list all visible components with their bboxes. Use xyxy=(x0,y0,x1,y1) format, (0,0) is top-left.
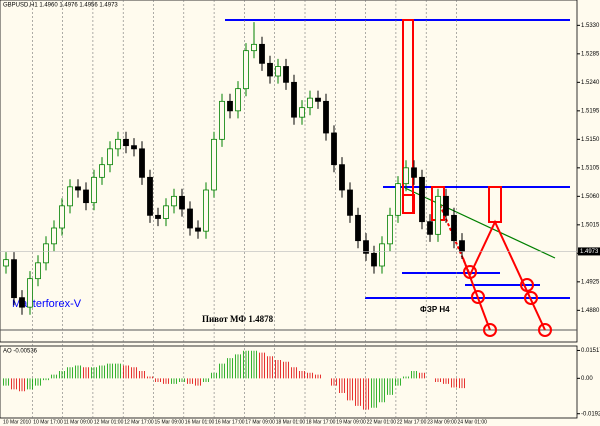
annotation: Пивот МФ 1.4878 xyxy=(202,314,274,324)
candle-body xyxy=(35,262,41,280)
candle-body xyxy=(387,214,393,245)
y-tick-label: 1.5150 xyxy=(581,137,600,143)
x-tick-label: 11 Mar 09:00 xyxy=(64,419,93,425)
y-tick-label: 1.5195 xyxy=(581,108,600,114)
candle-body xyxy=(171,195,177,207)
candle-body xyxy=(355,214,361,242)
x-tick-label: 15 Mar 09:00 xyxy=(155,419,185,425)
candle-body xyxy=(19,297,25,308)
y-tick-label: 1.5060 xyxy=(581,194,600,200)
candle-body xyxy=(347,189,353,216)
current-price-label: 1.4973 xyxy=(580,249,599,255)
candle-body xyxy=(323,100,329,134)
annotation: ФЗР H4 xyxy=(420,305,450,314)
candle-body xyxy=(227,100,233,112)
x-tick-label: 12 Mar 17:00 xyxy=(124,419,154,425)
y-tick-label: 1.5285 xyxy=(581,51,600,57)
candle-body xyxy=(251,43,257,52)
candle-body xyxy=(259,43,265,64)
candle-body xyxy=(187,208,193,229)
x-tick-label: 19 Mar 09:00 xyxy=(336,419,366,425)
candle-body xyxy=(299,107,305,118)
x-tick-label: 24 Mar 01:00 xyxy=(458,419,488,425)
x-tick-label: 16 Mar 01:00 xyxy=(185,419,215,425)
candle-body xyxy=(51,227,57,245)
candle-body xyxy=(427,221,433,235)
x-tick-label: 23 Mar 09:00 xyxy=(427,419,457,425)
candle-body xyxy=(331,132,337,166)
candle-body xyxy=(291,81,297,118)
candle-body xyxy=(139,148,145,178)
candle-body xyxy=(411,167,417,178)
candle-body xyxy=(99,164,105,178)
candle-body xyxy=(3,259,9,267)
chart-title: GBPUSD,H1 1.4960 1.4976 1.4956 1.4973 xyxy=(3,3,118,9)
candle-body xyxy=(123,138,129,147)
candle-body xyxy=(179,195,185,210)
candle-body xyxy=(307,97,313,109)
candle-body xyxy=(371,252,377,267)
x-tick-label: 22 Mar 17:00 xyxy=(397,419,427,425)
candle-body xyxy=(435,195,441,235)
candle-body xyxy=(451,214,457,242)
candle-body xyxy=(131,145,137,150)
candle-body xyxy=(147,176,153,216)
candle-body xyxy=(219,100,225,140)
candle-body xyxy=(379,243,385,267)
candle-body xyxy=(203,189,209,232)
candle-body xyxy=(395,183,401,216)
y-tick-label: 0.01517 xyxy=(581,348,600,354)
candle-body xyxy=(459,240,465,252)
price-panel xyxy=(0,0,578,343)
candle-body xyxy=(315,97,321,102)
levels xyxy=(225,19,570,299)
candle-body xyxy=(91,176,97,204)
candle-body xyxy=(115,138,121,150)
x-tick-label: 17 Mar 09:00 xyxy=(245,419,275,425)
trend-line xyxy=(404,187,556,259)
ao-panel xyxy=(0,345,578,419)
y-tick-label: 1.5240 xyxy=(581,80,600,86)
candle-body xyxy=(235,88,241,112)
candle-body xyxy=(155,214,161,219)
x-tick-label: 16 Mar 17:00 xyxy=(215,419,245,425)
candle-body xyxy=(443,195,449,216)
candle-body xyxy=(283,66,289,83)
candle-body xyxy=(339,164,345,191)
y-tick-label: 0.00 xyxy=(581,376,593,382)
y-tick-label: -0.01926 xyxy=(581,411,600,417)
x-tick-label: 10 Mar 2010 xyxy=(3,419,31,425)
x-tick-label: 22 Mar 01:00 xyxy=(367,419,397,425)
candle-body xyxy=(275,66,281,77)
red-marks xyxy=(402,19,552,337)
y-tick-label: 1.4925 xyxy=(581,279,600,285)
candle-body xyxy=(363,240,369,254)
candle-body xyxy=(107,148,113,166)
candle-body xyxy=(243,50,249,90)
candle-body xyxy=(75,186,81,191)
candle-body xyxy=(59,205,65,229)
y-tick-label: 1.5015 xyxy=(581,222,600,228)
candle-body xyxy=(163,205,169,219)
y-tick-label: 1.4880 xyxy=(581,308,600,314)
x-tick-label: 18 Mar 17:00 xyxy=(306,419,336,425)
candle-body xyxy=(11,259,17,299)
candle-body xyxy=(211,138,217,191)
candle-body xyxy=(267,62,273,77)
ao-title: AO -0.00536 xyxy=(3,349,38,355)
candle-body xyxy=(419,176,425,223)
x-tick-label: 18 Mar 01:00 xyxy=(276,419,306,425)
candle-body xyxy=(83,189,89,204)
candle-body xyxy=(27,278,33,308)
current-price-box xyxy=(578,247,600,256)
candle-body xyxy=(403,167,409,185)
candle-body xyxy=(67,186,73,207)
x-tick-label: 12 Mar 01:00 xyxy=(94,419,124,425)
y-tick-label: 1.5105 xyxy=(581,165,600,171)
candle-body xyxy=(195,227,201,232)
x-tick-label: 10 Mar 17:00 xyxy=(33,419,63,425)
y-tick-label: 1.5330 xyxy=(581,23,600,29)
candle-body xyxy=(43,243,49,264)
